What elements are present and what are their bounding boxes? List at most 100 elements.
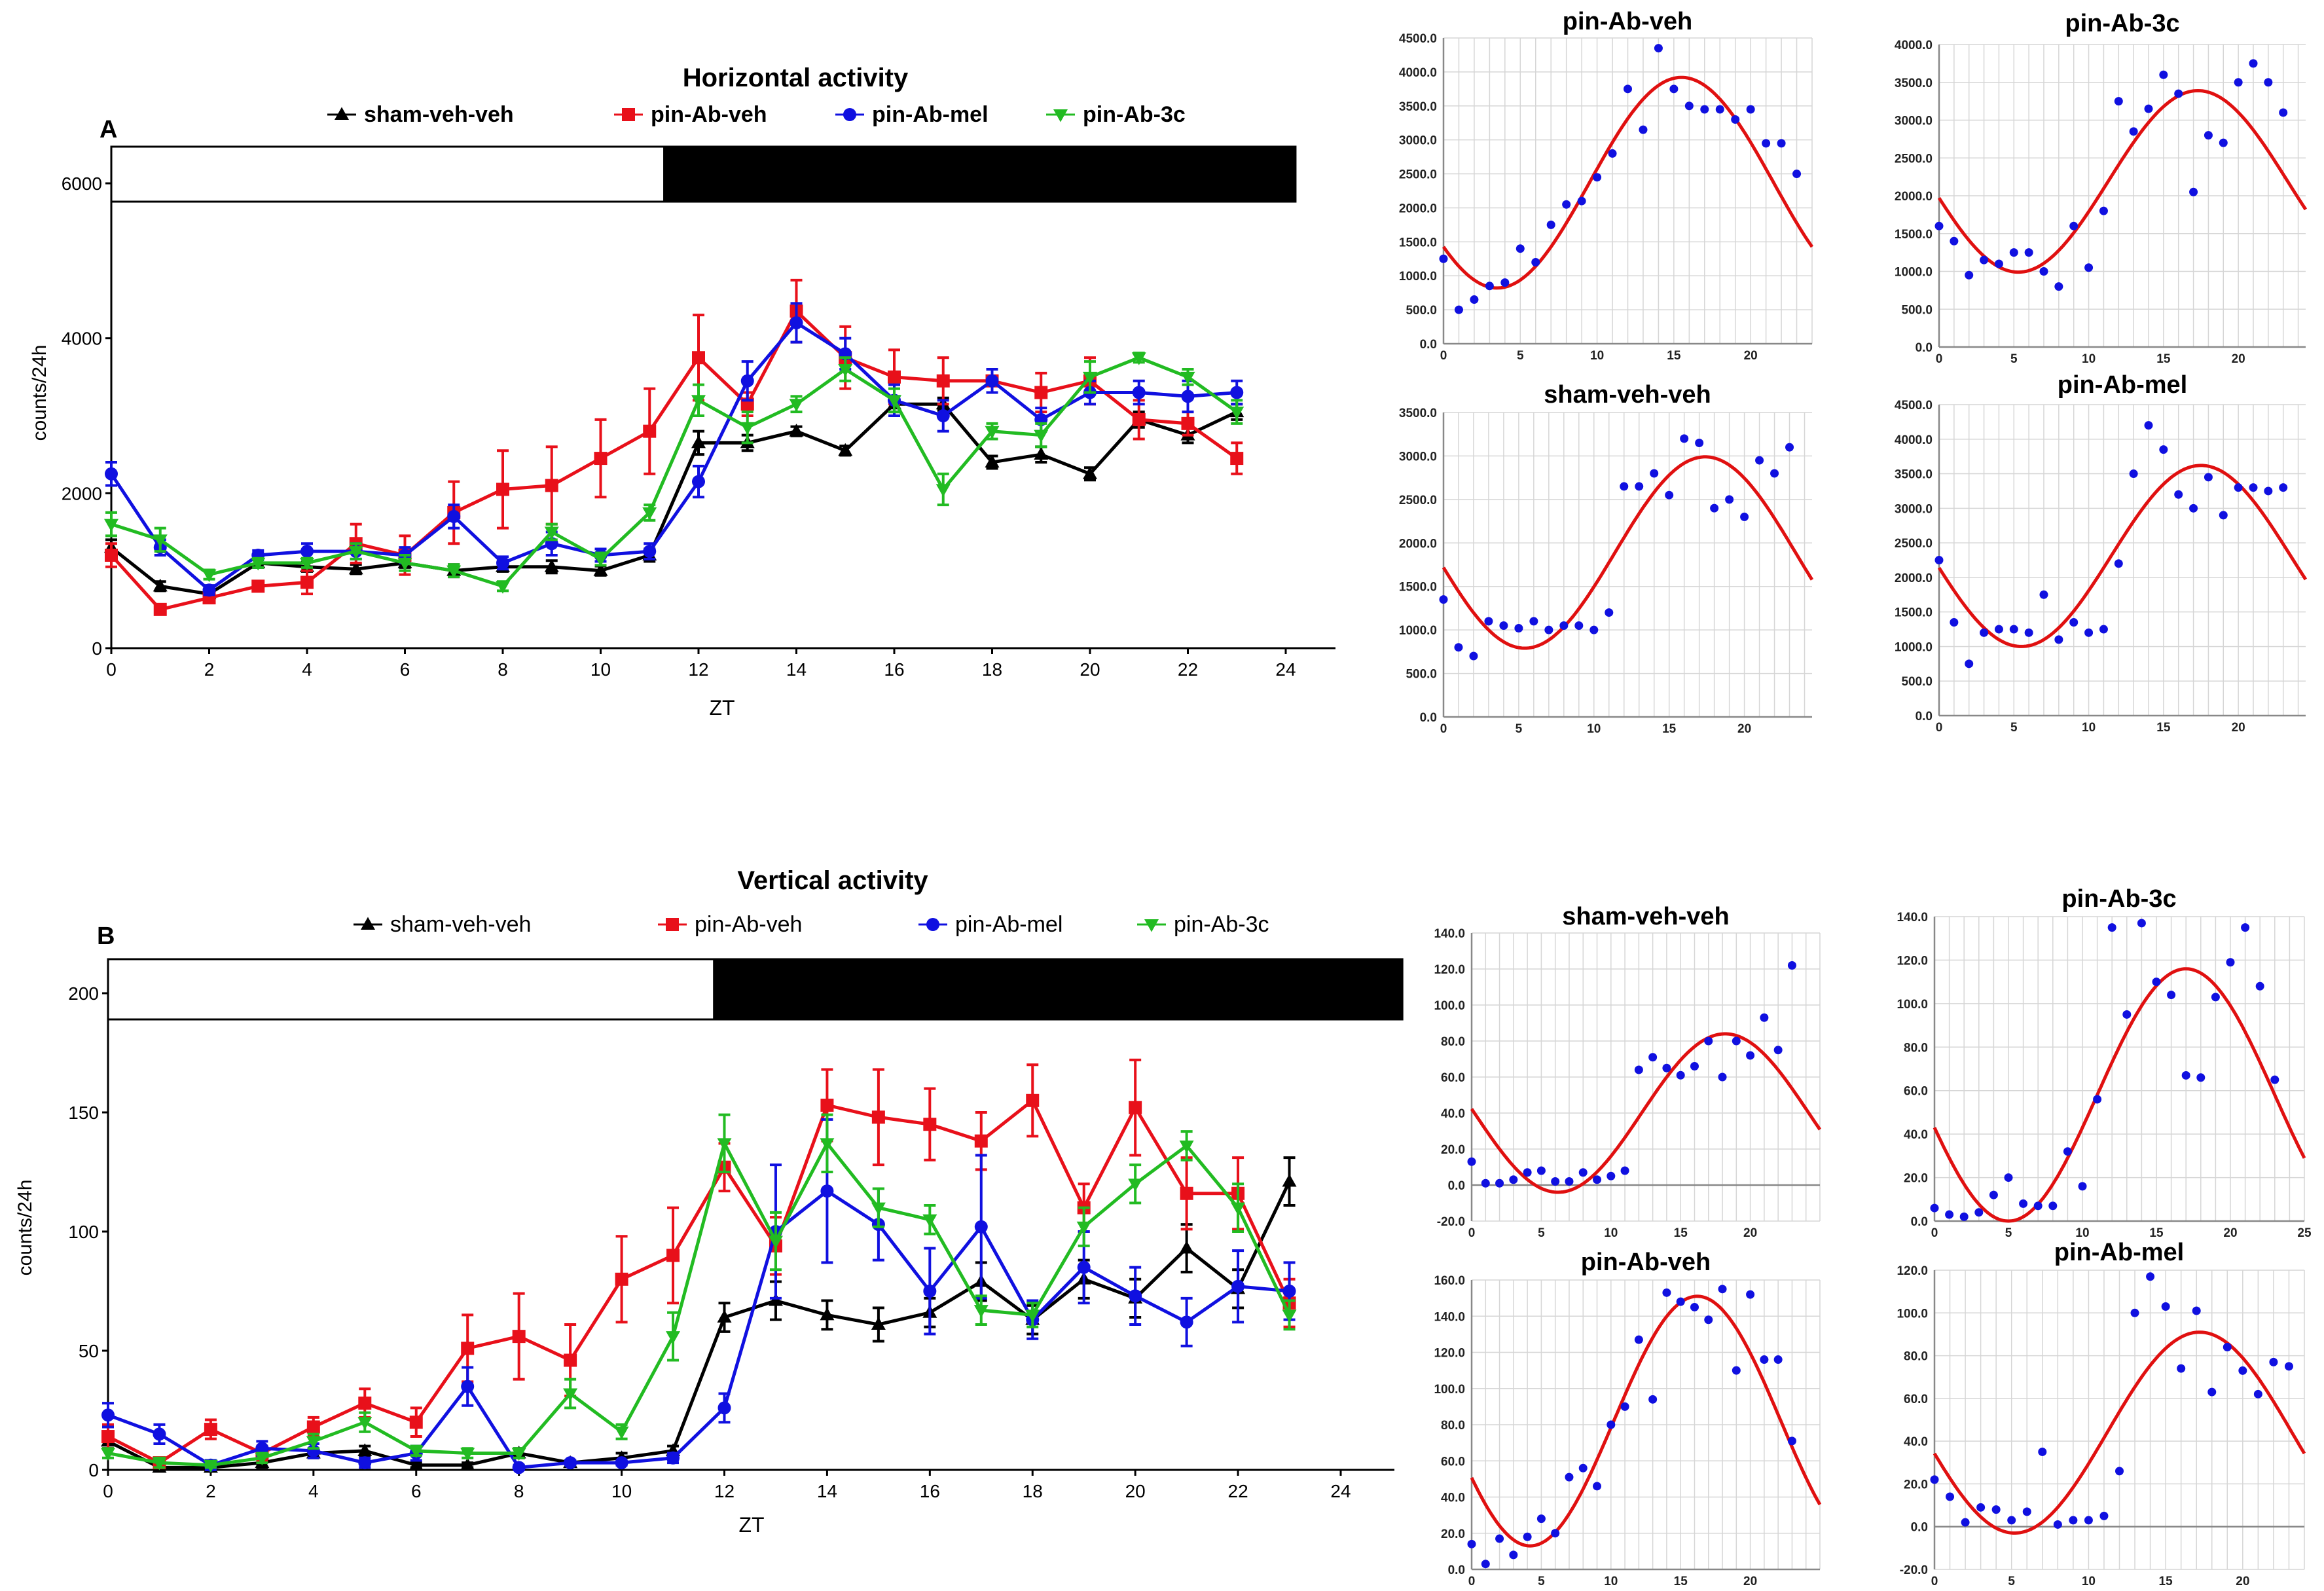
cosinor-chart-a-pin-ab-3c: pin-Ab-3c 0 5 10 15 20 0.0 500.0 1000.0 1500.0 200… [1895,10,2308,366]
data-point [1509,1550,1518,1560]
x-tick-label: 4 [302,659,312,680]
y-tick-label: 40.0 [1904,1128,1928,1142]
data-point-pin-ab-mel [692,475,705,488]
data-point-pin-ab-mel [740,374,754,388]
dark-phase-box [713,958,1404,1021]
data-point [1965,270,1974,280]
data-point [2053,1520,2062,1529]
data-point [1718,1285,1727,1294]
y-tick-label: 1000.0 [1399,270,1437,283]
data-point-sham-veh-veh [460,1457,475,1471]
x-tick-label: 10 [2075,1226,2089,1240]
data-point [1620,1402,1629,1411]
data-point [2269,1357,2278,1366]
data-point-pin-ab-veh [1129,1101,1142,1114]
data-point [2146,1272,2155,1281]
y-tick-label: 0.0 [1915,710,1933,723]
data-point [1481,1560,1490,1569]
data-point [2024,248,2033,257]
x-tick-label: 5 [1516,722,1523,736]
data-point [2211,993,2220,1002]
cosinor-fit-curve [1937,464,2308,648]
data-point [1648,1053,1658,1062]
data-point-pin-ab-3c [1083,371,1097,385]
data-point [1593,1175,1602,1184]
y-tick-label: 20.0 [1904,1478,1928,1491]
data-point-pin-ab-3c [935,484,951,497]
data-point-pin-ab-veh [512,1330,526,1344]
data-point [1605,608,1614,617]
data-point [1930,1203,1939,1213]
data-point-pin-ab-3c [202,569,217,583]
x-tick-label: 20 [1743,1575,1757,1588]
data-point-pin-ab-3c [740,422,755,435]
data-point [1980,628,1989,637]
y-tick-label: 60.0 [1441,1455,1465,1469]
data-point [1762,139,1771,148]
y-tick-label: 20.0 [1904,1172,1928,1186]
data-point-pin-ab-3c [544,526,559,539]
x-tick-label: 0 [1931,1575,1938,1588]
data-point-pin-ab-veh [615,1272,628,1286]
data-point-pin-ab-veh [105,549,118,562]
data-point [1710,503,1719,513]
series-line-pin-ab-mel [107,1189,1290,1469]
data-point [1634,1065,1643,1074]
x-tick-label: 5 [1538,1575,1545,1588]
legend-label-pin-ab-3c: pin-Ab-3c [1174,912,1269,937]
data-point [1607,1420,1616,1429]
data-point [1531,257,1540,266]
data-point [1499,621,1508,630]
y-tick-label: 150 [68,1103,99,1123]
data-point [2174,89,2183,98]
y-tick-label: 40.0 [1441,1491,1465,1505]
data-point-pin-ab-3c [511,1448,526,1461]
data-point [1959,1212,1969,1221]
data-point [1454,305,1463,314]
data-point [2033,1201,2043,1211]
x-tick-label: 5 [2005,1226,2012,1240]
x-tick-label: 15 [2156,721,2171,735]
data-point [1495,1179,1504,1188]
data-point-sham-veh-veh [153,578,168,592]
panel-b-ylabel: counts/24h [14,1180,36,1276]
cosinor-fit-curve [1470,1032,1822,1194]
cosinor-chart-a-sham-veh-veh: sham-veh-veh 0 5 10 15 20 0.0 500.0 1000.0 1500.0… [1399,381,1814,736]
data-point [1467,1157,1476,1166]
y-tick-label: 2000.0 [1895,190,1933,204]
data-point [1946,1492,1955,1501]
data-point [1787,961,1796,970]
legend-marker-pin-ab-mel [843,108,856,121]
y-tick-label: 6000 [62,174,102,194]
data-point-pin-ab-3c [397,557,412,571]
data-point [1760,1355,1769,1364]
data-point-pin-ab-mel [153,1427,166,1441]
mini-chart-title: sham-veh-veh [1544,381,1711,409]
y-tick-label: 80.0 [1904,1041,1928,1055]
y-tick-label: 120.0 [1434,963,1465,977]
y-tick-label: 1500.0 [1895,228,1933,242]
data-point-pin-ab-3c [1180,371,1195,385]
cosinor-fit-curve [1442,455,1814,650]
data-point-pin-ab-mel [615,1456,628,1470]
y-tick-label: 0.0 [1448,1564,1465,1577]
data-point-sham-veh-veh [691,435,706,448]
data-point-pin-ab-3c [104,519,118,532]
data-point [1700,105,1709,114]
y-tick-label: 0 [92,638,102,659]
data-point-pin-ab-3c [1128,1179,1143,1192]
data-point [1930,1475,1939,1484]
y-tick-label: 3000.0 [1895,502,1933,516]
data-point [1760,1013,1769,1022]
data-point [1516,244,1525,253]
legend-marker-pin-ab-3c [1053,109,1068,122]
data-point-pin-ab-mel [496,556,509,570]
data-point [2019,1199,2028,1208]
data-point-pin-ab-mel [564,1456,577,1470]
x-tick-label: 20 [2232,352,2245,366]
x-tick-label: 10 [1587,722,1601,736]
data-point [1578,1168,1588,1177]
data-point-sham-veh-veh [544,559,559,572]
data-point-pin-ab-mel [790,316,803,329]
data-point-pin-ab-3c [614,1426,629,1440]
